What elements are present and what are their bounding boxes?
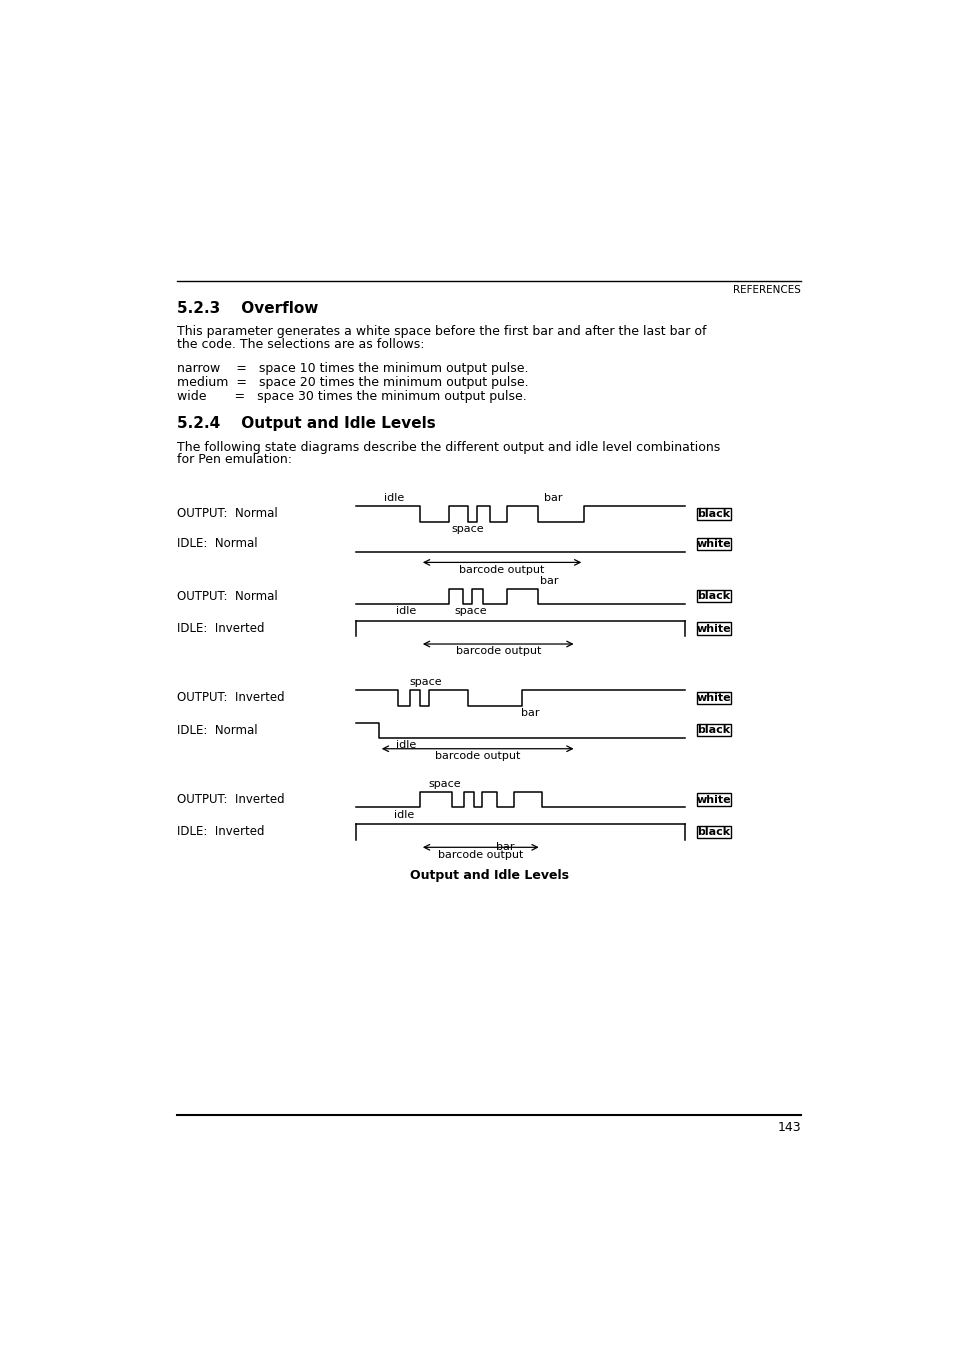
Text: bar: bar (496, 842, 514, 852)
Text: wide       =   space 30 times the minimum output pulse.: wide = space 30 times the minimum output… (177, 390, 527, 402)
Bar (696, 508, 730, 520)
Text: idle: idle (394, 810, 415, 819)
Text: medium  =   space 20 times the minimum output pulse.: medium = space 20 times the minimum outp… (177, 377, 529, 389)
Text: bar: bar (520, 707, 538, 718)
Text: white: white (696, 693, 730, 703)
Text: idle: idle (395, 740, 416, 751)
Text: OUTPUT:  Normal: OUTPUT: Normal (177, 508, 278, 520)
Text: IDLE:  Normal: IDLE: Normal (177, 724, 257, 737)
Text: The following state diagrams describe the different output and idle level combin: The following state diagrams describe th… (177, 440, 720, 454)
Text: white: white (696, 539, 730, 549)
Text: black: black (697, 509, 729, 518)
Text: barcode output: barcode output (456, 647, 540, 656)
Text: 143: 143 (777, 1122, 801, 1134)
Text: space: space (454, 606, 486, 617)
Bar (696, 724, 730, 736)
Text: idle: idle (395, 606, 416, 617)
Text: black: black (697, 725, 729, 736)
Text: OUTPUT:  Inverted: OUTPUT: Inverted (177, 691, 285, 705)
Text: white: white (696, 624, 730, 633)
Text: barcode output: barcode output (437, 849, 523, 860)
Bar (696, 622, 730, 634)
Text: black: black (697, 591, 729, 601)
Text: for Pen emulation:: for Pen emulation: (177, 454, 292, 466)
Text: 5.2.3    Overflow: 5.2.3 Overflow (177, 301, 318, 316)
Text: space: space (428, 779, 460, 788)
Text: barcode output: barcode output (435, 751, 519, 761)
Text: the code. The selections are as follows:: the code. The selections are as follows: (177, 338, 424, 351)
Text: REFERENCES: REFERENCES (733, 285, 801, 296)
Text: narrow    =   space 10 times the minimum output pulse.: narrow = space 10 times the minimum outp… (177, 362, 528, 375)
Text: IDLE:  Normal: IDLE: Normal (177, 537, 257, 551)
Text: Output and Idle Levels: Output and Idle Levels (410, 869, 568, 882)
Bar (696, 590, 730, 602)
Text: white: white (696, 795, 730, 805)
Text: IDLE:  Inverted: IDLE: Inverted (177, 622, 265, 634)
Text: space: space (409, 678, 441, 687)
Text: idle: idle (384, 493, 404, 504)
Text: space: space (451, 524, 484, 533)
Bar (696, 794, 730, 806)
Text: IDLE:  Inverted: IDLE: Inverted (177, 825, 265, 838)
Text: black: black (697, 828, 729, 837)
Text: barcode output: barcode output (459, 564, 544, 575)
Bar (696, 691, 730, 705)
Text: 5.2.4    Output and Idle Levels: 5.2.4 Output and Idle Levels (177, 416, 436, 431)
Text: bar: bar (543, 493, 562, 504)
Text: OUTPUT:  Inverted: OUTPUT: Inverted (177, 792, 285, 806)
Text: bar: bar (539, 575, 558, 586)
Text: This parameter generates a white space before the first bar and after the last b: This parameter generates a white space b… (177, 325, 706, 339)
Text: OUTPUT:  Normal: OUTPUT: Normal (177, 590, 278, 603)
Bar (696, 537, 730, 549)
Bar (696, 826, 730, 838)
